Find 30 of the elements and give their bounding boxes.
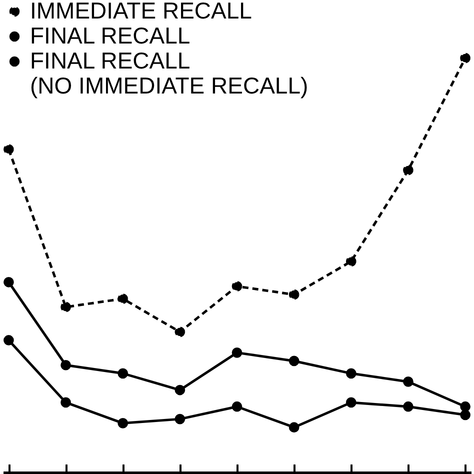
- point: [232, 348, 242, 358]
- point: [4, 144, 14, 155]
- point: [403, 376, 414, 387]
- legend-label: IMMEDIATE RECALL: [30, 0, 252, 24]
- legend-label: FINAL RECALL (NO IMMEDIATE RECALL): [30, 48, 308, 98]
- point: [118, 294, 128, 304]
- point: [174, 384, 186, 396]
- point: [346, 256, 356, 267]
- point: [118, 368, 128, 379]
- point: [288, 422, 300, 433]
- point: [460, 52, 470, 64]
- point: [403, 401, 414, 412]
- point: [460, 410, 470, 420]
- point: [232, 281, 242, 292]
- point: [60, 302, 71, 312]
- point: [174, 414, 186, 424]
- point: [288, 356, 300, 366]
- point: [4, 335, 14, 346]
- point: [60, 397, 71, 408]
- point: [288, 289, 300, 300]
- point: [460, 401, 470, 412]
- point: [174, 326, 186, 338]
- legend-label: FINAL RECALL: [30, 22, 190, 48]
- point: [118, 418, 128, 428]
- point: [346, 397, 356, 408]
- point: [60, 360, 71, 370]
- point: [4, 276, 14, 288]
- point: [346, 368, 356, 379]
- point: [232, 401, 242, 412]
- point: [403, 164, 414, 176]
